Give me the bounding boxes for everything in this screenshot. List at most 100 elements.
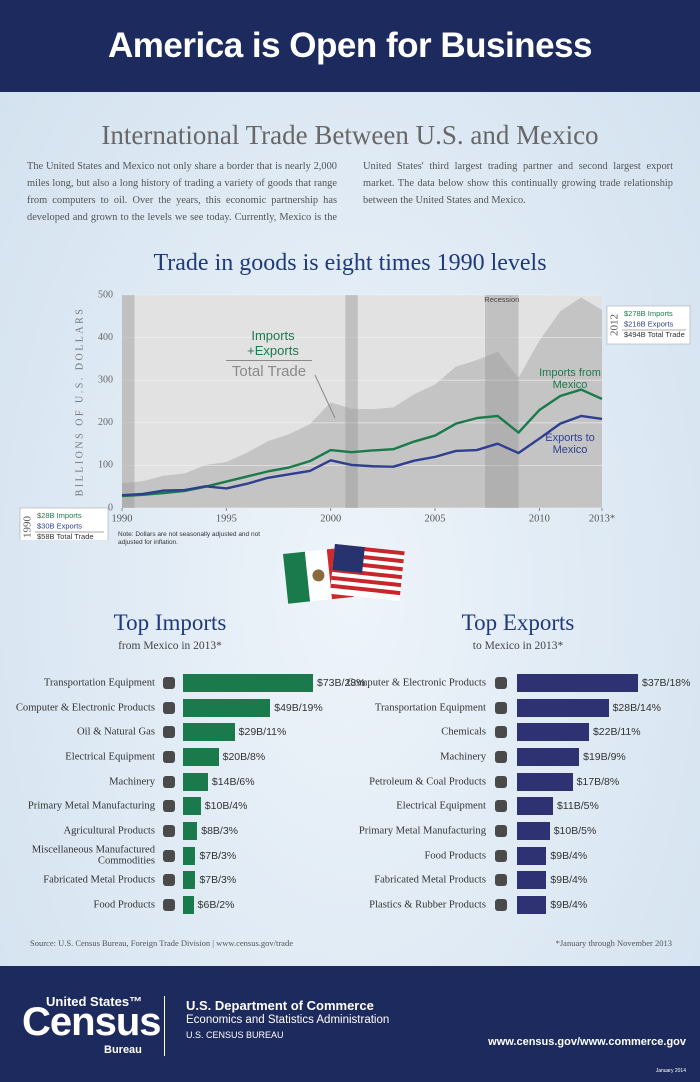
callout-line: $30B Exports [37,521,82,530]
recession-band [122,295,135,508]
category-label: Transportation Equipment [43,677,155,689]
x-tick-label: 2000 [320,513,341,524]
imports-subtitle: from Mexico in 2013* [118,640,222,652]
logo-bureau: Bureau [104,1044,142,1056]
value-label: $10B/4% [204,800,248,813]
flags [283,544,405,604]
date: January 2014 [655,1068,686,1074]
bar [517,846,547,865]
pointer [314,374,336,419]
x-tick-label: 2013* [589,513,615,524]
category-icon [495,874,507,887]
bar [183,772,208,791]
callout-box [19,507,109,540]
logo-line: United States™ [46,994,143,1009]
exports-subtitle: to Mexico in 2013* [472,640,564,652]
imports-label: Imports from Mexico [539,367,601,391]
chart-note: Note: Dollars are not seasonally adjuste… [118,531,261,546]
category-label: Machinery [440,751,486,763]
callout-line: $216B Exports [624,319,673,328]
x-tick-label: 1995 [216,513,237,524]
value-label: $14B/6% [211,775,255,788]
chart-title: Trade in goods is eight times 1990 level… [153,250,547,276]
category-icon [163,874,175,887]
bar [517,797,553,816]
logo-census: Census [22,1000,161,1044]
value-label: $22B/11% [592,726,641,739]
category-label: Machinery [109,775,155,787]
category-icon [163,824,175,837]
y-axis-label: BILLIONS OF U.S. DOLLARS [74,307,85,497]
x-tick-label: 2005 [425,513,446,524]
category-label: Food Products [424,849,486,861]
value-label: $6B/2% [197,898,235,911]
category-icon [495,726,507,739]
category-icon [163,898,175,911]
category-icon [163,800,175,813]
total-label: Total Trade [226,360,312,381]
bar [517,723,589,742]
x-tick-label: 2010 [529,513,550,524]
value-label: $29B/11% [238,726,287,739]
y-tick-label: 100 [98,460,113,471]
category-label: Computer & Electronic Products [346,677,486,689]
x-tick-label: 1990 [112,513,133,524]
category-icon [163,849,175,862]
category-icon [495,775,507,788]
administration: Economics and Statistics Administration [186,1014,390,1026]
bar [183,797,201,816]
callout-line: $58B Total Trade [37,532,94,540]
bar [183,674,313,692]
bar [183,895,194,914]
bar [183,747,219,766]
category-icon [163,677,175,689]
category-label: Fabricated Metal Products [374,874,486,886]
source: Source: U.S. Census Bureau, Foreign Trad… [30,938,293,948]
callout-line: $28B Imports [37,511,82,520]
bar [517,871,547,890]
footnote: *January through November 2013 [555,938,672,948]
bar [517,674,638,692]
category-icon [495,800,507,813]
value-label: $9B/4% [550,849,588,862]
category-label: Fabricated Metal Products [43,874,155,886]
total-prefix: Imports +Exports [247,328,299,358]
category-icon [163,726,175,739]
exports-label: Exports to Mexico [545,432,595,456]
y-tick-label: 300 [98,374,113,385]
divider [164,996,165,1056]
bar [517,698,609,717]
y-tick-label: 0 [108,502,113,513]
category-label: Food Products [93,899,155,911]
category-icon [495,750,507,763]
bar [183,821,198,840]
value-label: $7B/3% [199,849,237,862]
value-label: $49B/19% [274,701,323,714]
value-label: $9B/4% [550,898,588,911]
callout-line: $494B Total Trade [624,330,685,339]
imports-title: Top Imports [113,610,227,635]
category-icon [163,750,175,763]
category-icon [495,677,507,689]
category-label: Computer & Electronic Products [15,701,155,713]
category-label: Primary Metal Manufacturing [358,825,486,837]
category-icon [495,898,507,911]
category-icon [495,849,507,862]
category-label: Petroleum & Coal Products [369,775,486,787]
value-label: $7B/3% [199,874,237,887]
value-label: $28B/14% [612,701,662,714]
category-label: Chemicals [441,726,486,738]
bar [517,821,550,840]
bar [183,846,196,865]
value-label: $8B/3% [201,824,239,837]
url[interactable]: www.census.gov/www.commerce.gov [488,1036,686,1048]
intro-title: International Trade Between U.S. and Mex… [101,120,599,150]
value-label: $73B/28% [317,677,366,689]
callout-year: 2012 [609,314,621,336]
recession-label: Recession [484,295,519,304]
category-icon [495,824,507,837]
bar-charts: Transportation Equipment $73B/28% Computer… [15,674,690,914]
bar [517,747,580,766]
value-label: $20B/8% [222,750,266,763]
